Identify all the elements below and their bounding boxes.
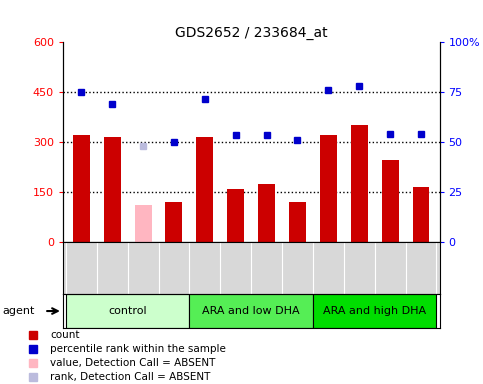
Bar	[412, 187, 429, 242]
Text: rank, Detection Call = ABSENT: rank, Detection Call = ABSENT	[50, 372, 211, 382]
Bar	[166, 202, 183, 242]
Text: value, Detection Call = ABSENT: value, Detection Call = ABSENT	[50, 358, 215, 368]
Bar	[320, 136, 337, 242]
Bar	[189, 294, 313, 328]
Bar	[351, 126, 368, 242]
Text: agent: agent	[2, 306, 35, 316]
Bar	[382, 161, 398, 242]
Bar	[313, 294, 437, 328]
Bar	[258, 184, 275, 242]
Bar	[289, 202, 306, 242]
Bar	[66, 294, 189, 328]
Text: ARA and low DHA: ARA and low DHA	[202, 306, 300, 316]
Bar	[197, 137, 213, 242]
Bar	[135, 205, 152, 242]
Text: ARA and high DHA: ARA and high DHA	[323, 306, 426, 316]
Text: control: control	[108, 306, 147, 316]
Bar	[73, 136, 90, 242]
Bar	[227, 189, 244, 242]
Text: percentile rank within the sample: percentile rank within the sample	[50, 344, 226, 354]
Title: GDS2652 / 233684_at: GDS2652 / 233684_at	[175, 26, 327, 40]
Text: count: count	[50, 330, 80, 340]
Bar	[104, 137, 121, 242]
